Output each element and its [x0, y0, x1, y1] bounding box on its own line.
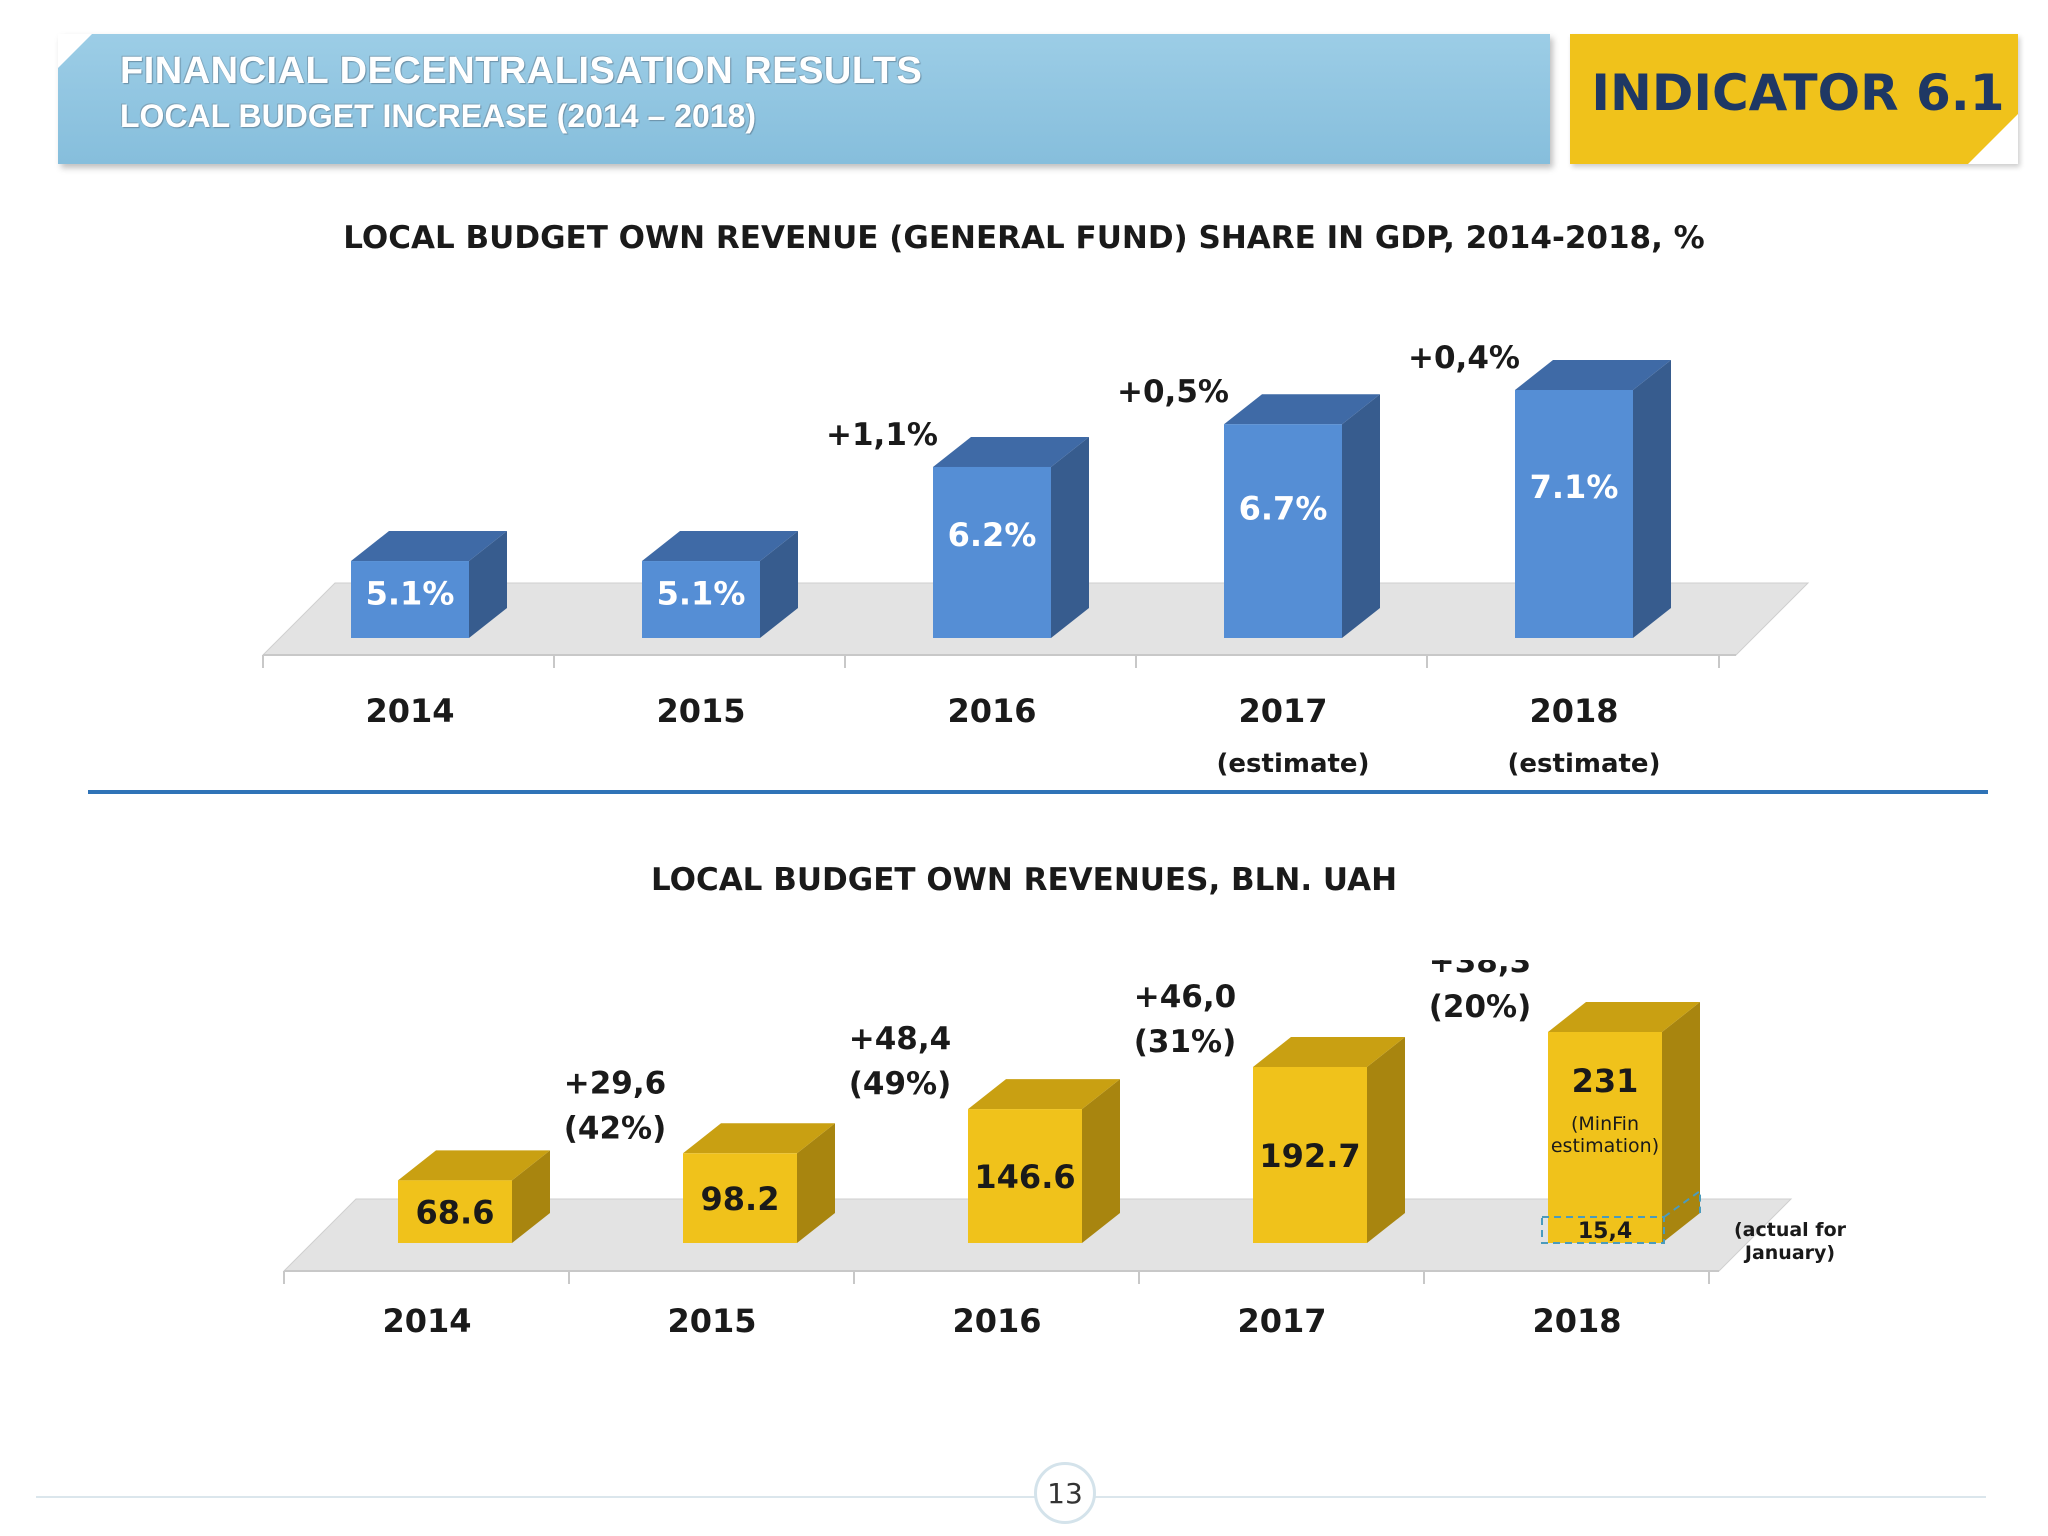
chart2-value-note: (MinFin estimation) [1551, 1113, 1659, 1157]
chart2-bar-front [968, 1109, 1082, 1243]
chart2-value-label: 231 [1572, 1062, 1639, 1100]
chart2-value-label: 192.7 [1259, 1137, 1360, 1175]
chart1-category-label: 2017 [1238, 692, 1327, 730]
chart1-category-note: (estimate) [1217, 749, 1370, 779]
page-number-circle [1034, 1462, 1096, 1524]
chart2-category-label: 2018 [1532, 1302, 1621, 1340]
chart1-value-label: 5.1% [366, 574, 455, 612]
chart2-bar-side [1662, 1002, 1700, 1243]
chart2-inset-label: 15,4 [1578, 1219, 1632, 1244]
chart1-bar-top [933, 436, 1089, 467]
chart2-bar-side [1082, 1079, 1120, 1243]
chart1-bar-2017 [1224, 394, 1380, 638]
chart1-change-label: +0,4% [1408, 340, 1520, 376]
chart2-bar-front [683, 1153, 797, 1243]
chart2-bar-top [968, 1079, 1120, 1110]
chart2-bar-top [398, 1150, 550, 1181]
chart1-bar-side [1051, 436, 1089, 638]
chart2-bar-front [1548, 1032, 1662, 1243]
indicator-label: INDICATOR 6.1 [1591, 64, 2005, 122]
chart2-value-label: 98.2 [701, 1180, 780, 1218]
chart2-value-label: 146.6 [974, 1158, 1075, 1196]
chart2-category-label: 2016 [952, 1302, 1041, 1340]
header-title: FINANCIAL DECENTRALISATION RESULTS [120, 50, 923, 92]
chart1-bar-top [1224, 394, 1380, 425]
chart2-category-label: 2014 [382, 1302, 471, 1340]
chart2-bar-2016 [968, 1079, 1120, 1243]
chart1-change-label: +1,1% [826, 417, 938, 453]
chart2-bar-front [1253, 1066, 1367, 1243]
chart1-bar-2015 [642, 531, 798, 638]
chart2-bar-side [797, 1123, 835, 1243]
chart1-bar-side [1342, 394, 1380, 638]
chart1-bar-2014 [351, 531, 507, 638]
indicator-fold-corner [1968, 114, 2018, 164]
chart2-change-pct: (31%) [1134, 1024, 1237, 1060]
chart1-bar-side [469, 531, 507, 638]
chart2-category-label: 2015 [667, 1302, 756, 1340]
chart1-bar-front [1515, 390, 1633, 638]
chart2-bar-front [398, 1180, 512, 1243]
chart1-category-label: 2018 [1529, 692, 1618, 730]
chart2-change-abs: +48,4 [849, 1021, 951, 1057]
chart1-change-label: +0,5% [1117, 374, 1229, 410]
chart2-bar-2015 [683, 1123, 835, 1243]
chart1-bar-top [642, 531, 798, 562]
section-divider [88, 790, 1988, 794]
chart1-value-label: 7.1% [1530, 468, 1619, 506]
chart1-bar-2018 [1515, 360, 1671, 638]
chart2-bar-side [512, 1150, 550, 1243]
chart2-change-pct: (20%) [1429, 989, 1532, 1025]
header-subtitle: LOCAL BUDGET INCREASE (2014 – 2018) [120, 98, 757, 134]
chart1-value-label: 6.7% [1239, 489, 1328, 527]
chart1-bar-front [642, 561, 760, 638]
footer-line [36, 1496, 1986, 1498]
chart2-inset-box [1541, 1216, 1665, 1244]
chart2-category-label: 2017 [1237, 1302, 1326, 1340]
chart1-value-label: 5.1% [657, 574, 746, 612]
chart2-change-pct: (49%) [849, 1066, 952, 1102]
chart1-bar-top [351, 531, 507, 562]
indicator-badge [1570, 34, 2018, 164]
chart1-bar-2016 [933, 436, 1089, 638]
header-corner-cut [58, 34, 92, 68]
chart2-change-abs: +46,0 [1134, 979, 1236, 1015]
chart2-bar-top [683, 1123, 835, 1154]
chart1-bar-front [1224, 424, 1342, 638]
chart2-change-abs: +29,6 [564, 1065, 666, 1101]
chart2-inset-depth [1663, 1189, 1701, 1218]
chart2-bar-2018 [1548, 1002, 1700, 1243]
chart2-change-abs: +38,3 [1429, 960, 1531, 980]
header-banner [58, 34, 1550, 164]
chart2-bar-2014 [398, 1150, 550, 1243]
chart2-value-label: 68.6 [416, 1194, 495, 1232]
chart2-bar-top [1253, 1036, 1405, 1067]
own-revenues-bar-chart: 68.6 2014 98.2 2015 146.6 2016 192.7 2017 231 (Mi… [282, 960, 1847, 1340]
chart2-change-pct: (42%) [564, 1110, 667, 1146]
chart1-bar-top [1515, 360, 1671, 390]
chart1-category-note: (estimate) [1508, 749, 1661, 779]
chart2-title: LOCAL BUDGET OWN REVENUES, BLN. UAH [650, 862, 1398, 898]
chart1-category-label: 2014 [365, 692, 454, 730]
chart1-category-label: 2015 [656, 692, 745, 730]
chart2-bar-top [1548, 1002, 1700, 1032]
chart1-value-label: 6.2% [948, 516, 1037, 554]
chart1-title: LOCAL BUDGET OWN REVENUE (GENERAL FUND) … [343, 220, 1705, 256]
chart2-inset-note: (actual for January) [1734, 1219, 1847, 1264]
chart2-inset-january [1541, 1189, 1701, 1244]
chart1-category-label: 2016 [947, 692, 1036, 730]
chart1-bar-side [1633, 360, 1671, 638]
chart2-bar-2017 [1253, 1036, 1405, 1243]
chart1-bar-side [760, 531, 798, 638]
gdp-share-bar-chart: 5.1% 2014 5.1% 2015 6.2% 2016 6.7% 2017 (estimat… [261, 340, 1810, 779]
page-number: 13 [1047, 1477, 1083, 1510]
chart2-bar-side [1367, 1036, 1405, 1243]
chart1-bar-front [933, 466, 1051, 638]
chart1-bar-front [351, 561, 469, 638]
